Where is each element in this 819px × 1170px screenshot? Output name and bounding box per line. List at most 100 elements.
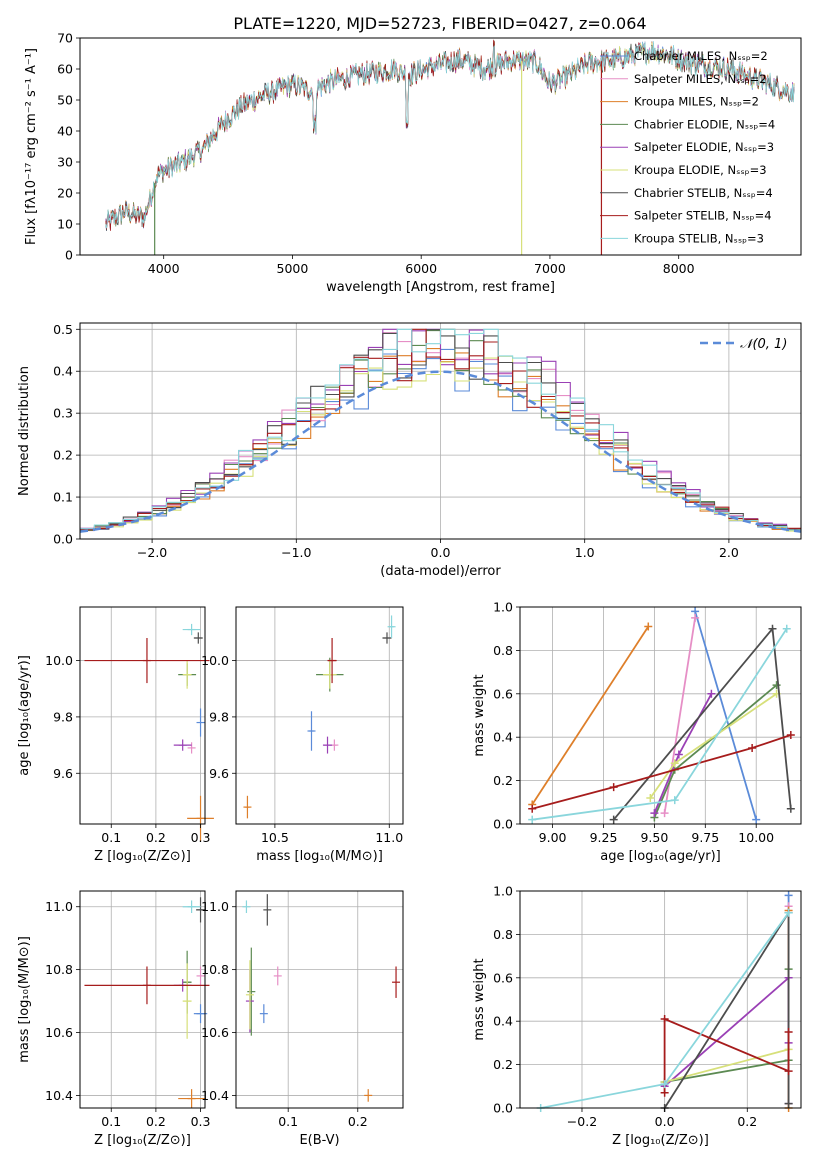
weight-point-marker bbox=[784, 1099, 793, 1108]
legend-label: Chabrier ELODIE, Nₛₛₚ=4 bbox=[634, 117, 775, 131]
x-axis-label: E(B-V) bbox=[299, 1133, 339, 1148]
legend-label: Chabrier MILES, Nₛₛₚ=2 bbox=[634, 49, 768, 63]
y-tick-label: 9.6 bbox=[209, 766, 229, 781]
x-tick-label: 9.00 bbox=[539, 830, 567, 845]
legend: Chabrier MILES, Nₛₛₚ=2 Salpeter MILES, Nₛ… bbox=[600, 49, 775, 245]
x-axis-label: (data-model)/error bbox=[380, 564, 501, 579]
axes-frame: −2.0 −1.0 0.0 1.0 2.0 0.0 0.1 0.2 0.3 0.4 0.5 (data… bbox=[17, 322, 739, 579]
weight-point-marker bbox=[748, 744, 757, 753]
weight-point-marker bbox=[660, 809, 669, 818]
x-tick-label: 0.1 bbox=[101, 830, 121, 845]
y-tick-label: 10.0 bbox=[201, 653, 229, 668]
y-axis-label: age [log₁₀(age/yr)] bbox=[17, 655, 32, 776]
weight-point-marker bbox=[609, 783, 618, 792]
y-tick-label: 0.8 bbox=[493, 643, 513, 658]
x-tick-label: 0.2 bbox=[737, 1114, 757, 1129]
x-tick-label: −0.2 bbox=[567, 1114, 597, 1129]
grid bbox=[520, 606, 801, 825]
weight-point-marker bbox=[782, 624, 791, 633]
y-tick-label: 0.4 bbox=[53, 364, 73, 379]
grid bbox=[520, 890, 801, 1109]
x-tick-label: 0.0 bbox=[655, 1114, 675, 1129]
x-tick-label: 4000 bbox=[148, 261, 180, 276]
x-tick-label: 0.1 bbox=[101, 1114, 121, 1129]
y-tick-label: 0.0 bbox=[53, 532, 73, 547]
weight-line-4 bbox=[653, 684, 778, 818]
y-tick-label: 0.8 bbox=[493, 927, 513, 942]
y-tick-label: 50 bbox=[57, 93, 73, 108]
axes-border bbox=[235, 890, 404, 1109]
histogram-step-9 bbox=[80, 328, 801, 531]
y-tick-label: 0.4 bbox=[493, 730, 513, 745]
grid bbox=[80, 607, 205, 824]
axes-border bbox=[519, 606, 802, 825]
x-tick-label: 0.2 bbox=[348, 1114, 368, 1129]
weight-point-marker bbox=[660, 1088, 669, 1097]
x-tick-label: 0.1 bbox=[278, 1114, 298, 1129]
grid bbox=[236, 891, 403, 1108]
plot-area bbox=[536, 891, 793, 1112]
axes-frame: −0.2 0.0 0.2 0.0 0.2 0.4 0.6 0.8 1.0 Z [log₁₀(Z/Z… bbox=[472, 884, 757, 1149]
legend-label: Kroupa MILES, Nₛₛₚ=2 bbox=[634, 95, 759, 109]
weight-point-marker bbox=[528, 815, 537, 824]
y-tick-label: 30 bbox=[57, 155, 73, 170]
legend-label: Salpeter STELIB, Nₛₛₚ=4 bbox=[634, 209, 772, 223]
x-tick-label: 2.0 bbox=[719, 545, 739, 560]
x-tick-label: 9.75 bbox=[691, 830, 719, 845]
x-tick-label: 7000 bbox=[534, 261, 566, 276]
weight-point-marker bbox=[752, 815, 761, 824]
weight-point-marker bbox=[528, 804, 537, 813]
weight-point-marker bbox=[660, 1080, 669, 1089]
grid bbox=[80, 891, 205, 1108]
grid bbox=[236, 607, 403, 824]
y-tick-label: 0.6 bbox=[493, 686, 513, 701]
weight-line-8 bbox=[663, 1017, 790, 1093]
axes-border bbox=[519, 890, 802, 1109]
y-tick-label: 0 bbox=[65, 248, 73, 263]
weight-point-marker bbox=[768, 624, 777, 633]
legend-label: Chabrier STELIB, Nₛₛₚ=4 bbox=[634, 186, 773, 200]
y-tick-label: 0.2 bbox=[493, 1057, 513, 1072]
y-tick-label: 10.6 bbox=[201, 1025, 229, 1040]
weight-line-3 bbox=[531, 626, 650, 805]
y-tick-label: 60 bbox=[57, 62, 73, 77]
axes-frame: 0.1 0.2 0.3 9.6 9.8 10.0 Z [log₁₀(Z/Z⊙)] age [l… bbox=[17, 653, 210, 864]
x-tick-label: 1.0 bbox=[575, 545, 595, 560]
x-tick-label: 0.0 bbox=[431, 545, 451, 560]
y-tick-label: 0.5 bbox=[53, 322, 73, 337]
plot-area bbox=[528, 607, 795, 824]
x-tick-label: 6000 bbox=[405, 261, 437, 276]
y-tick-label: 1.0 bbox=[493, 600, 513, 615]
plot-area bbox=[84, 897, 210, 1108]
weight-line-1 bbox=[694, 611, 758, 820]
y-tick-label: 10.0 bbox=[45, 653, 73, 668]
axes-frame: 4000 5000 6000 7000 8000 0 10 20 30 40 50 60 70 wavel… bbox=[24, 31, 695, 296]
axes-border bbox=[79, 322, 802, 540]
weight-point-marker bbox=[646, 793, 655, 802]
y-axis-label: mass [log₁₀(M/M⊙)] bbox=[17, 936, 32, 1063]
weight-point-marker bbox=[786, 731, 795, 740]
y-tick-label: 10.4 bbox=[201, 1088, 229, 1103]
y-tick-label: 0.2 bbox=[53, 448, 73, 463]
y-axis-label: Normed distribution bbox=[17, 366, 32, 496]
spectrum-panel: 4000 5000 6000 7000 8000 0 10 20 30 40 50 60 70 wavel… bbox=[24, 31, 802, 296]
x-tick-label: 10.00 bbox=[738, 830, 774, 845]
y-tick-label: 0.0 bbox=[493, 817, 513, 832]
y-tick-label: 9.8 bbox=[53, 709, 73, 724]
x-tick-label: 9.25 bbox=[590, 830, 618, 845]
y-tick-label: 11.0 bbox=[201, 899, 229, 914]
legend-label: Kroupa ELODIE, Nₛₛₚ=3 bbox=[634, 163, 767, 177]
weight-point-marker bbox=[784, 908, 793, 917]
x-axis-label: wavelength [Angstrom, rest frame] bbox=[326, 280, 555, 295]
y-tick-label: 9.6 bbox=[53, 766, 73, 781]
weight-point-marker bbox=[670, 759, 679, 768]
axes-border bbox=[79, 606, 206, 825]
weight-point-marker bbox=[707, 689, 716, 698]
y-tick-label: 0.1 bbox=[53, 490, 73, 505]
x-axis-label: Z [log₁₀(Z/Z⊙)] bbox=[94, 849, 191, 864]
y-tick-label: 0.4 bbox=[493, 1014, 513, 1029]
weight-point-marker bbox=[786, 804, 795, 813]
weight-point-marker bbox=[670, 796, 679, 805]
residual-histogram-panel: −2.0 −1.0 0.0 1.0 2.0 0.0 0.1 0.2 0.3 0.4 0.5 (data… bbox=[17, 322, 802, 579]
